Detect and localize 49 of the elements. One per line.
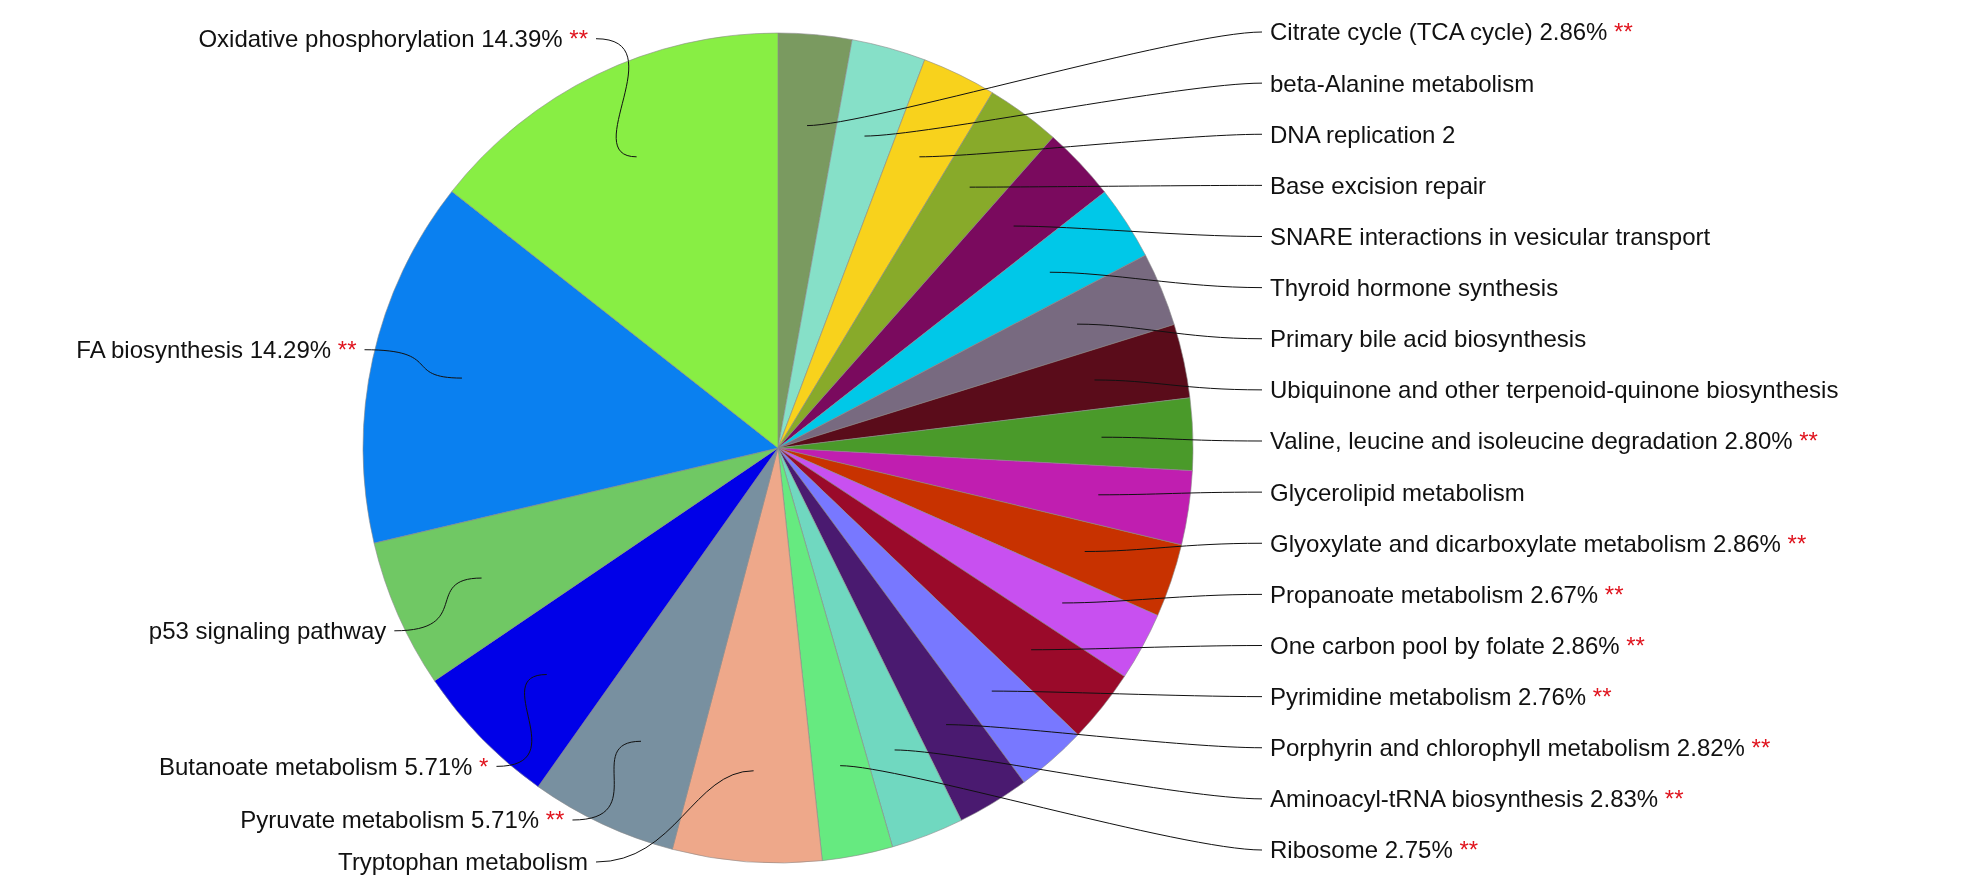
slice-label: FA biosynthesis [76, 336, 244, 364]
text: ** [1787, 529, 1807, 557]
text: ** [1592, 683, 1612, 711]
slice-label: Thyroid hormone synthesis [1270, 274, 1559, 302]
data-label: 2.67% [1523, 580, 1599, 608]
slice-label: p53 signaling pathway [148, 617, 387, 645]
slice-label: Glycerolipid metabolism [1270, 478, 1525, 506]
slice-label: Citrate cycle (TCA cycle) [1270, 18, 1533, 46]
slice-label: Glyoxylate and dicarboxylate metabolism [1270, 529, 1707, 557]
slice-label: Ribosome [1270, 836, 1379, 864]
slice-label: Oxidative phosphorylation [198, 25, 475, 53]
data-label: 2.83% [1583, 785, 1659, 813]
slice-label: DNA replication 2 [1270, 120, 1456, 148]
text: * [479, 752, 489, 780]
slice-label: Porphyrin and chlorophyll metabolism [1270, 734, 1671, 762]
text: ** [1626, 631, 1645, 659]
slice-label: Primary bile acid biosynthesis [1270, 325, 1587, 353]
data-label: 2.75% [1378, 836, 1453, 864]
data-label: 14.39% [474, 25, 563, 53]
text: ** [1604, 580, 1624, 608]
data-label: 14.29% [243, 336, 332, 364]
slice-label: Aminoacyl-tRNA biosynthesis [1270, 785, 1584, 813]
text: ** [1459, 836, 1479, 864]
slice-label: Pyrimidine metabolism [1270, 683, 1512, 711]
data-label: 5.71% [397, 752, 473, 780]
data-label: 2.82% [1670, 734, 1745, 762]
text: ** [569, 25, 588, 53]
slice-label: Valine, leucine and isoleucine degradation [1270, 427, 1718, 455]
data-label: 5.71% [464, 806, 540, 834]
data-label: 2.86% [1532, 18, 1608, 46]
text: ** [1751, 734, 1771, 762]
text: ** [1799, 427, 1818, 455]
slice-label: beta-Alanine metabolism [1270, 69, 1535, 97]
slice-label: Propanoate metabolism [1270, 580, 1524, 608]
slice-label: Tryptophan metabolism [338, 848, 588, 876]
text: ** [1614, 18, 1633, 46]
slice-label: Base excision repair [1270, 171, 1487, 199]
slice-label: SNARE interactions in vesicular transport [1270, 222, 1711, 250]
slice-label: Ubiquinone and other terpenoid-quinone biosynthesis [1270, 376, 1839, 404]
slice-label: One carbon pool by folate [1270, 631, 1545, 659]
slice-label: Pyruvate metabolism [240, 806, 465, 834]
text: ** [337, 336, 357, 364]
data-label: 2.86% [1706, 529, 1781, 557]
text: ** [1664, 785, 1684, 813]
text: ** [545, 806, 565, 834]
slice-label: Butanoate metabolism [158, 752, 398, 780]
data-label: 2.86% [1544, 631, 1620, 659]
data-label: 2.76% [1511, 683, 1587, 711]
data-label: 2.80% [1717, 427, 1793, 455]
